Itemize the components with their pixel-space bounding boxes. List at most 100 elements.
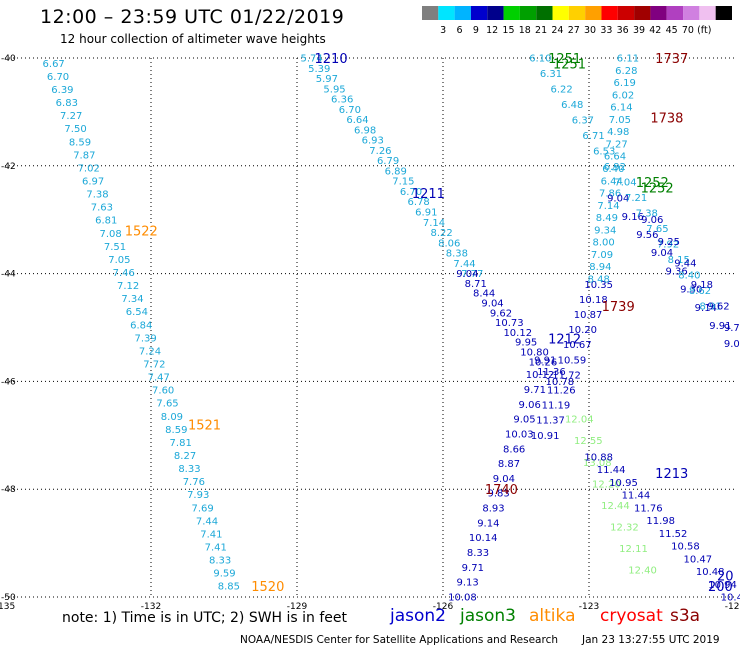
color-swatch: [552, 6, 569, 20]
wave-height-value: 9.44: [674, 258, 696, 269]
wave-height-value: 11.76: [634, 503, 663, 514]
color-swatch: [683, 6, 700, 20]
legend-jason2: jason2: [390, 606, 446, 626]
wave-height-value: 10.03: [505, 429, 534, 440]
color-scale-label: 39: [633, 25, 645, 36]
x-tick-label: -129: [287, 602, 308, 612]
wave-height-value: 8.85: [218, 582, 240, 593]
satellite-pass: 9.048.718.449.049.6210.7310.129.9510.801…: [456, 269, 574, 388]
wave-height-value: 12.32: [610, 522, 639, 533]
wave-height-value: 9.04: [493, 474, 515, 485]
wave-height-value: 9.14: [695, 303, 717, 314]
wave-height-value: 10.94: [708, 580, 737, 591]
wave-height-value: 6.70: [400, 187, 422, 198]
color-scale-label: 27: [568, 25, 580, 36]
wave-height-value: 7.92: [657, 239, 679, 250]
wave-height-value: 6.70: [339, 105, 361, 116]
wave-height-value: 7.38: [636, 208, 658, 219]
color-scale-label: 36: [617, 25, 629, 36]
wave-height-value: 8.91: [700, 301, 722, 312]
color-swatch: [519, 6, 537, 20]
wave-height-value: 10.87: [574, 310, 603, 321]
wave-height-value: 9.30: [680, 285, 702, 296]
wave-height-value: 7.39: [135, 333, 157, 344]
wave-height-value: 7.65: [156, 399, 178, 410]
wave-height-value: 7.51: [104, 242, 126, 253]
color-scale-label: (ft): [697, 25, 711, 36]
wave-height-value: 10.95: [609, 478, 638, 489]
wave-height-value: 6.22: [550, 84, 572, 95]
wave-height-value: 6.11: [617, 54, 639, 65]
wave-height-value: 10.73: [495, 318, 524, 329]
wave-height-value: 7.14: [423, 218, 445, 229]
color-scale-label: 18: [519, 25, 531, 36]
x-tick-label: -120: [725, 602, 740, 612]
wave-height-value: 8.48: [588, 274, 610, 285]
wave-height-value: 8.62: [689, 286, 711, 297]
note-text: note: 1) Time is in UTC; 2) SWH is in fe…: [62, 610, 348, 626]
wave-height-value: 7.12: [117, 281, 139, 292]
legend-altika: altika: [529, 606, 576, 626]
wave-height-value: 6.67: [43, 59, 65, 70]
pass-number-label: 1252: [636, 176, 669, 191]
y-tick-label: -46: [1, 377, 16, 387]
wave-height-value: 8.59: [165, 425, 187, 436]
color-swatch: [536, 6, 553, 20]
wave-height-value: 7.44: [196, 516, 218, 527]
wave-height-value: 10.35: [584, 280, 613, 291]
wave-height-value: 10.08: [448, 593, 477, 604]
color-swatch: [715, 6, 732, 20]
wave-height-value: 6.31: [540, 69, 562, 80]
wave-height-value: 5.95: [323, 84, 345, 95]
wave-height-value: 8.59: [69, 137, 91, 148]
pass-number-label: 1251: [548, 52, 581, 67]
wave-height-value: 7.81: [170, 438, 192, 449]
wave-height-value: 7.04: [614, 177, 636, 188]
wave-height-value: 10.58: [671, 542, 700, 553]
pass-number-label: 1252: [641, 181, 674, 196]
x-tick-label: -135: [0, 602, 15, 612]
wave-height-value: 8.87: [498, 459, 520, 470]
wave-height-value: 9.08: [724, 339, 740, 350]
color-scale-label: 42: [649, 25, 661, 36]
wave-height-value: 9.71: [462, 563, 484, 574]
legend-jason3: jason3: [460, 606, 516, 626]
color-scale-label: 30: [584, 25, 596, 36]
color-scale-label: 24: [551, 25, 563, 36]
wave-height-value: 6.70: [47, 72, 69, 83]
wave-height-value: 12.20: [592, 479, 621, 490]
wave-height-value: 6.81: [95, 216, 117, 227]
wave-height-value: 7.86: [599, 189, 621, 200]
wave-height-value: 10.45: [721, 593, 740, 604]
wave-height-value: 9.62: [490, 308, 512, 319]
pass-number-label: 1212: [548, 332, 581, 347]
wave-height-value: 6.48: [561, 100, 583, 111]
wave-height-value: 6.64: [346, 115, 368, 126]
wave-height-value: 9.83: [488, 489, 510, 500]
pass-number-label: 200: [708, 580, 733, 595]
pass-number-label: 1251: [553, 57, 586, 72]
wave-height-value: 10.78: [545, 377, 574, 388]
wave-height-value: 7.93: [187, 490, 209, 501]
wave-height-value: 10.80: [520, 348, 549, 359]
satellite-pass: 9.04 9.16 9.56 9.04 9.36 9.30 9.14 9.91 9.08: [607, 194, 740, 351]
wave-height-value: 6.93: [362, 136, 384, 147]
satellite-pass: 10.8811.4410.9511.4411.7611.9811.5210.58…: [584, 452, 740, 603]
wave-height-value: 8.49: [596, 213, 618, 224]
wave-height-value: 7.50: [64, 124, 86, 135]
x-tick-label: -123: [579, 602, 599, 612]
wave-height-value: 12.55: [574, 436, 603, 447]
pass-number-label: 1213: [655, 467, 688, 482]
wave-height-value: 4.98: [607, 127, 629, 138]
wave-height-value: 7.27: [605, 139, 627, 150]
color-swatch: [601, 6, 618, 20]
color-swatch: [438, 6, 455, 20]
wave-height-value: 6.79: [377, 156, 399, 167]
wave-height-value: 7.34: [121, 294, 143, 305]
y-tick-label: -42: [1, 162, 16, 172]
wave-height-value: 7.14: [597, 201, 619, 212]
wave-height-value: 8.15: [668, 255, 690, 266]
satellite-pass: 5.745.395.975.956.366.706.646.986.937.26…: [300, 54, 483, 281]
y-tick-label: -44: [1, 270, 16, 280]
